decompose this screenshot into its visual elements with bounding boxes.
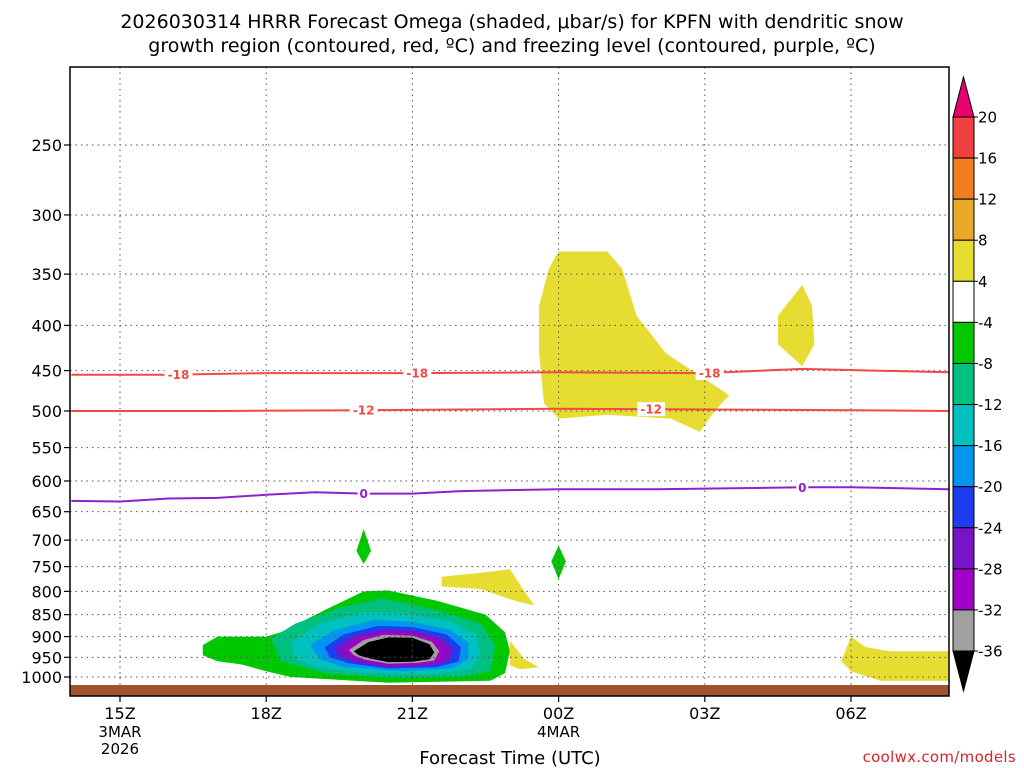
- colorbar: 20 16 12 8 4 -4 -8 -12 -16 -20 -24 -28 -32 -36: [952, 75, 1003, 693]
- omega-region-3: [509, 640, 540, 670]
- colorbar-label-9: -20: [978, 478, 1003, 496]
- colorbar-label-2: 12: [978, 191, 997, 209]
- colorbar-top-arrow: [952, 75, 975, 118]
- omega-shading: [202, 251, 949, 683]
- contour-label-bg-0-0: [164, 367, 193, 382]
- colorbar-label-0: 20: [978, 109, 997, 127]
- colorbar-label-3: 8: [978, 232, 988, 250]
- x-date-label-15Z-0: 3MAR: [98, 723, 141, 741]
- x-tick-label-15Z: 15Z: [104, 704, 135, 723]
- colorbar-label-8: -16: [978, 437, 1003, 455]
- colorbar-label-4: 4: [978, 273, 988, 291]
- y-tick-label-500: 500: [31, 402, 62, 421]
- contour-label-bg-0-1: [403, 366, 432, 381]
- colorbar-box-8: [952, 445, 975, 488]
- colorbar-label-10: -24: [978, 519, 1003, 537]
- x-tick-label-00Z: 00Z: [543, 704, 574, 723]
- y-tick-label-450: 450: [31, 362, 62, 381]
- y-tick-label-1000: 1000: [21, 668, 62, 687]
- omega-region-15: [353, 637, 435, 663]
- y-tick-label-850: 850: [31, 606, 62, 625]
- chart-title: 2026030314 HRRR Forecast Omega (shaded, …: [120, 11, 903, 57]
- x-date-label-00Z-0: 4MAR: [537, 723, 580, 741]
- y-tick-label-600: 600: [31, 472, 62, 491]
- contour-label-0-1: -18: [406, 367, 428, 381]
- y-tick-label-250: 250: [31, 136, 62, 155]
- x-tick-label-06Z: 06Z: [835, 704, 866, 723]
- colorbar-box-5: [952, 321, 975, 364]
- colorbar-box-6: [952, 362, 975, 406]
- y-tick-label-800: 800: [31, 582, 62, 601]
- x-axis-label: Forecast Time (UTC): [419, 748, 600, 768]
- omega-region-4: [841, 636, 949, 681]
- contour-label-bg-2-1: [796, 480, 809, 495]
- omega-region-0: [539, 251, 730, 432]
- y-tick-label-550: 550: [31, 439, 62, 458]
- x-tick-label-18Z: 18Z: [251, 704, 282, 723]
- contour-label-bg-2-0: [357, 486, 370, 501]
- contour-label-2-1: 0: [798, 481, 806, 495]
- surface-terrain: [70, 685, 949, 696]
- chart-title-line-2: growth region (contoured, red, ºC) and f…: [148, 35, 875, 57]
- x-date-label-15Z-1: 2026: [101, 740, 139, 758]
- plot-area-background: [70, 67, 949, 696]
- y-tick-label-950: 950: [31, 648, 62, 667]
- contour-label-0-0: -18: [168, 368, 190, 382]
- colorbar-label-11: -28: [978, 560, 1003, 578]
- y-axis-pressure: 250 300 350 400 450 500 550 600 650 700 750 800 850 9…: [21, 136, 70, 687]
- y-tick-label-400: 400: [31, 316, 62, 335]
- colorbar-box-4: [952, 280, 975, 323]
- x-tick-label-21Z: 21Z: [397, 704, 428, 723]
- contour-label-0-2: -18: [699, 366, 721, 380]
- omega-region-5: [356, 529, 371, 564]
- colorbar-label-13: -36: [978, 643, 1003, 661]
- colorbar-box-11: [952, 568, 975, 611]
- contour-label-2-0: 0: [359, 487, 367, 501]
- y-tick-label-750: 750: [31, 558, 62, 577]
- colorbar-box-12: [952, 609, 975, 652]
- contour-label-1-0: -12: [353, 404, 375, 418]
- colorbar-box-10: [952, 527, 975, 570]
- chart-title-line-1: 2026030314 HRRR Forecast Omega (shaded, …: [120, 11, 903, 33]
- contour-line-2: [71, 486, 949, 503]
- y-tick-label-650: 650: [31, 503, 62, 522]
- contour-label-1-1: -12: [640, 403, 662, 417]
- colorbar-label-5: -4: [978, 314, 993, 332]
- colorbar-box-0: [952, 116, 975, 159]
- contour-line-1: [71, 407, 949, 412]
- contour-label-bg-1-0: [349, 403, 378, 418]
- contour-label-bg-1-1: [637, 402, 666, 417]
- colorbar-box-1: [952, 157, 975, 200]
- colorbar-label-12: -32: [978, 601, 1003, 619]
- plot-frame: [69, 66, 950, 697]
- grid-lines: [70, 67, 949, 696]
- x-tick-label-03Z: 03Z: [689, 704, 720, 723]
- colorbar-box-2: [952, 198, 975, 241]
- omega-region-2: [441, 569, 535, 606]
- colorbar-label-7: -12: [978, 396, 1003, 414]
- y-tick-label-300: 300: [31, 206, 62, 225]
- contour-label-bg-0-2: [695, 365, 724, 380]
- colorbar-label-1: 16: [978, 150, 997, 168]
- colorbar-label-6: -8: [978, 355, 993, 373]
- credit-text: coolwx.com/models: [863, 748, 1016, 766]
- y-tick-label-700: 700: [31, 531, 62, 550]
- y-tick-label-900: 900: [31, 628, 62, 647]
- colorbar-box-9: [952, 486, 975, 529]
- y-tick-label-350: 350: [31, 265, 62, 284]
- contour-lines: -18 -18 -18 -12 -12 0 0: [71, 365, 949, 503]
- colorbar-bottom-arrow: [952, 650, 975, 693]
- colorbar-box-7: [952, 404, 975, 447]
- colorbar-box-3: [952, 239, 975, 282]
